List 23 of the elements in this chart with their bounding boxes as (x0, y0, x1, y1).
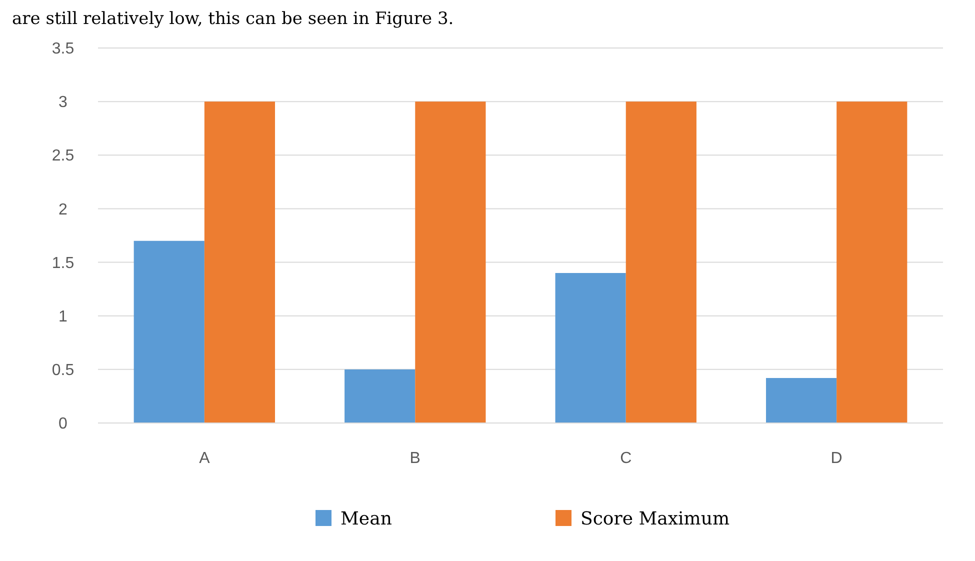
legend-label: Mean (340, 508, 392, 530)
legend-label: Score Maximum (580, 508, 730, 530)
y-tick-label: 3 (58, 94, 68, 112)
bar (626, 102, 696, 423)
y-tick-label: 1.5 (52, 254, 74, 272)
y-tick-label: 3.5 (52, 40, 74, 58)
bar (555, 273, 626, 423)
x-tick-label: D (830, 450, 842, 467)
bar (836, 102, 908, 423)
y-tick-label: 2.5 (52, 148, 74, 165)
y-tick-label: 1 (58, 308, 68, 326)
y-tick-label: 2 (58, 201, 68, 218)
bar (415, 102, 486, 423)
text: are still relatively low, this can be seen in Figure 3. (12, 9, 454, 29)
y-tick-label: 0 (58, 416, 68, 433)
bar (134, 240, 204, 423)
bar (344, 369, 416, 423)
bar (766, 378, 837, 423)
bar (204, 102, 276, 423)
x-tick-label: A (199, 450, 210, 467)
x-tick-label: B (410, 450, 420, 467)
y-tick-label: 0.5 (52, 362, 74, 380)
x-tick-label: C (620, 450, 632, 467)
